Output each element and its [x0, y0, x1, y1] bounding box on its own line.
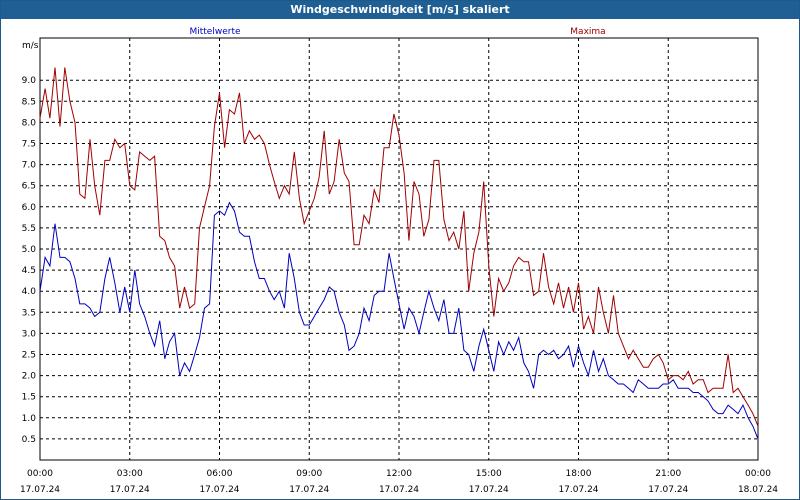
grid-lines [40, 38, 758, 460]
x-tick-date-label: 17.07.24 [289, 485, 329, 495]
chart-title: Windgeschwindigkeit [m/s] skaliert [1, 1, 799, 19]
y-tick-label: 7.0 [22, 161, 37, 171]
y-tick-label: 4.0 [22, 287, 37, 297]
y-tick-label: 6.5 [22, 182, 36, 192]
y-tick-label: 3.5 [22, 308, 36, 318]
y-tick-label: 1.0 [22, 414, 37, 424]
y-tick-label: 2.0 [22, 372, 37, 382]
y-tick-label: 5.0 [22, 245, 37, 255]
y-axis-unit-label: m/s [22, 41, 39, 51]
x-tick-time-label: 12:00 [386, 469, 412, 479]
x-tick-time-label: 03:00 [117, 469, 143, 479]
x-tick-time-label: 21:00 [655, 469, 681, 479]
x-tick-time-label: 00:00 [745, 469, 771, 479]
x-axis: 00:00 17.07.24 03:00 17.07.24 06:00 17.07.24 0… [20, 469, 778, 495]
x-tick-time-label: 09:00 [296, 469, 322, 479]
x-tick-date-label: 18.07.24 [738, 485, 778, 495]
y-tick-label: 1.5 [22, 393, 36, 403]
x-tick-time-label: 06:00 [207, 469, 233, 479]
y-tick-label: 8.5 [22, 97, 36, 107]
y-tick-label: 5.5 [22, 224, 36, 234]
y-tick-label: 3.0 [22, 329, 37, 339]
y-tick-label: 9.0 [22, 76, 37, 86]
x-tick-date-label: 17.07.24 [648, 485, 688, 495]
x-tick-time-label: 00:00 [27, 469, 53, 479]
x-tick-date-label: 17.07.24 [379, 485, 419, 495]
y-tick-label: 8.0 [22, 118, 37, 128]
y-tick-label: 0.5 [22, 435, 36, 445]
y-tick-label: 7.5 [22, 140, 36, 150]
y-tick-label: 2.5 [22, 351, 36, 361]
legend-mittelwerte: Mittelwerte [189, 27, 240, 37]
x-tick-date-label: 17.07.24 [199, 485, 239, 495]
y-tick-label: 4.5 [22, 266, 36, 276]
legend: Mittelwerte Maxima [189, 27, 605, 37]
x-tick-date-label: 17.07.24 [469, 485, 509, 495]
y-axis: m/s 0.5 1.0 1.5 2.0 2.5 3.0 3.5 4.0 4.5 5.0 5.5 6.0… [22, 41, 39, 445]
series-lines [39, 67, 759, 440]
series-line-mittelwerte [39, 201, 759, 440]
y-tick-label: 6.0 [22, 203, 37, 213]
series-line-maxima [39, 67, 759, 427]
x-tick-date-label: 17.07.24 [558, 485, 598, 495]
x-tick-date-label: 17.07.24 [110, 485, 150, 495]
x-tick-time-label: 18:00 [566, 469, 592, 479]
legend-maxima: Maxima [570, 27, 605, 37]
x-tick-time-label: 15:00 [476, 469, 502, 479]
x-tick-date-label: 17.07.24 [20, 485, 60, 495]
